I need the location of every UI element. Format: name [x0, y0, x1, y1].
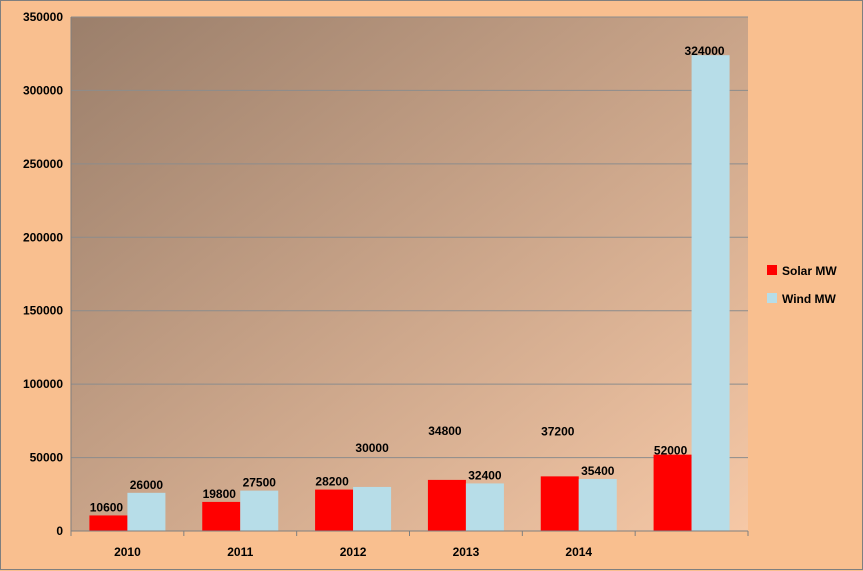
bar-solar-mw	[427, 479, 466, 531]
bar-solar-mw	[315, 489, 354, 531]
data-label: 35400	[581, 464, 615, 478]
bar-wind-mw	[240, 490, 279, 531]
x-tick-label: 2013	[453, 545, 480, 559]
data-label: 30000	[355, 441, 389, 455]
bar-wind-mw	[465, 483, 504, 531]
data-labels: 10600 26000 19800 27500 28200 30000 34800 32400…	[90, 44, 725, 514]
bar-solar-mw	[653, 454, 692, 531]
bar-wind-mw	[578, 479, 617, 531]
data-label: 27500	[243, 476, 277, 490]
data-label: 28200	[315, 475, 349, 489]
legend: Solar MW Wind MW	[767, 264, 837, 306]
legend-swatch	[767, 293, 777, 303]
y-tick-label: 300000	[23, 83, 63, 97]
y-tick-label: 200000	[23, 230, 63, 244]
legend-swatch	[767, 265, 777, 275]
axes	[70, 17, 749, 536]
plot-area	[71, 17, 748, 531]
bar-solar-mw	[202, 501, 241, 531]
y-tick-label: 350000	[23, 10, 63, 24]
x-tick-label: 2011	[227, 545, 253, 559]
data-label: 34800	[428, 424, 462, 438]
bar-solar-mw	[540, 476, 579, 531]
data-label: 10600	[90, 500, 124, 514]
legend-label: Solar MW	[782, 264, 837, 278]
data-label: 32400	[468, 468, 502, 482]
y-tick-label: 250000	[23, 157, 63, 171]
bar-wind-mw	[691, 55, 730, 531]
data-label: 19800	[203, 487, 237, 501]
data-label: 52000	[654, 444, 688, 458]
bar-wind-mw	[127, 492, 166, 531]
bar-wind-mw	[353, 486, 392, 531]
x-tick-label: 2012	[340, 545, 367, 559]
y-tick-label: 100000	[23, 377, 63, 391]
x-tick-label: 2010	[114, 545, 141, 559]
data-label: 37200	[541, 424, 575, 438]
bars	[89, 55, 730, 531]
legend-label: Wind MW	[782, 292, 837, 306]
data-label: 26000	[130, 478, 164, 492]
y-tick-label: 0	[56, 524, 63, 538]
gridlines	[71, 16, 748, 459]
y-tick-label: 150000	[23, 304, 63, 318]
data-label: 324000	[685, 44, 725, 58]
bar-solar-mw	[89, 515, 128, 531]
x-tick-label: 2014	[565, 545, 592, 559]
y-tick-label: 50000	[30, 451, 64, 465]
tick-labels: 0 50000 100000 150000 200000 250000 300000 3500…	[23, 10, 592, 559]
